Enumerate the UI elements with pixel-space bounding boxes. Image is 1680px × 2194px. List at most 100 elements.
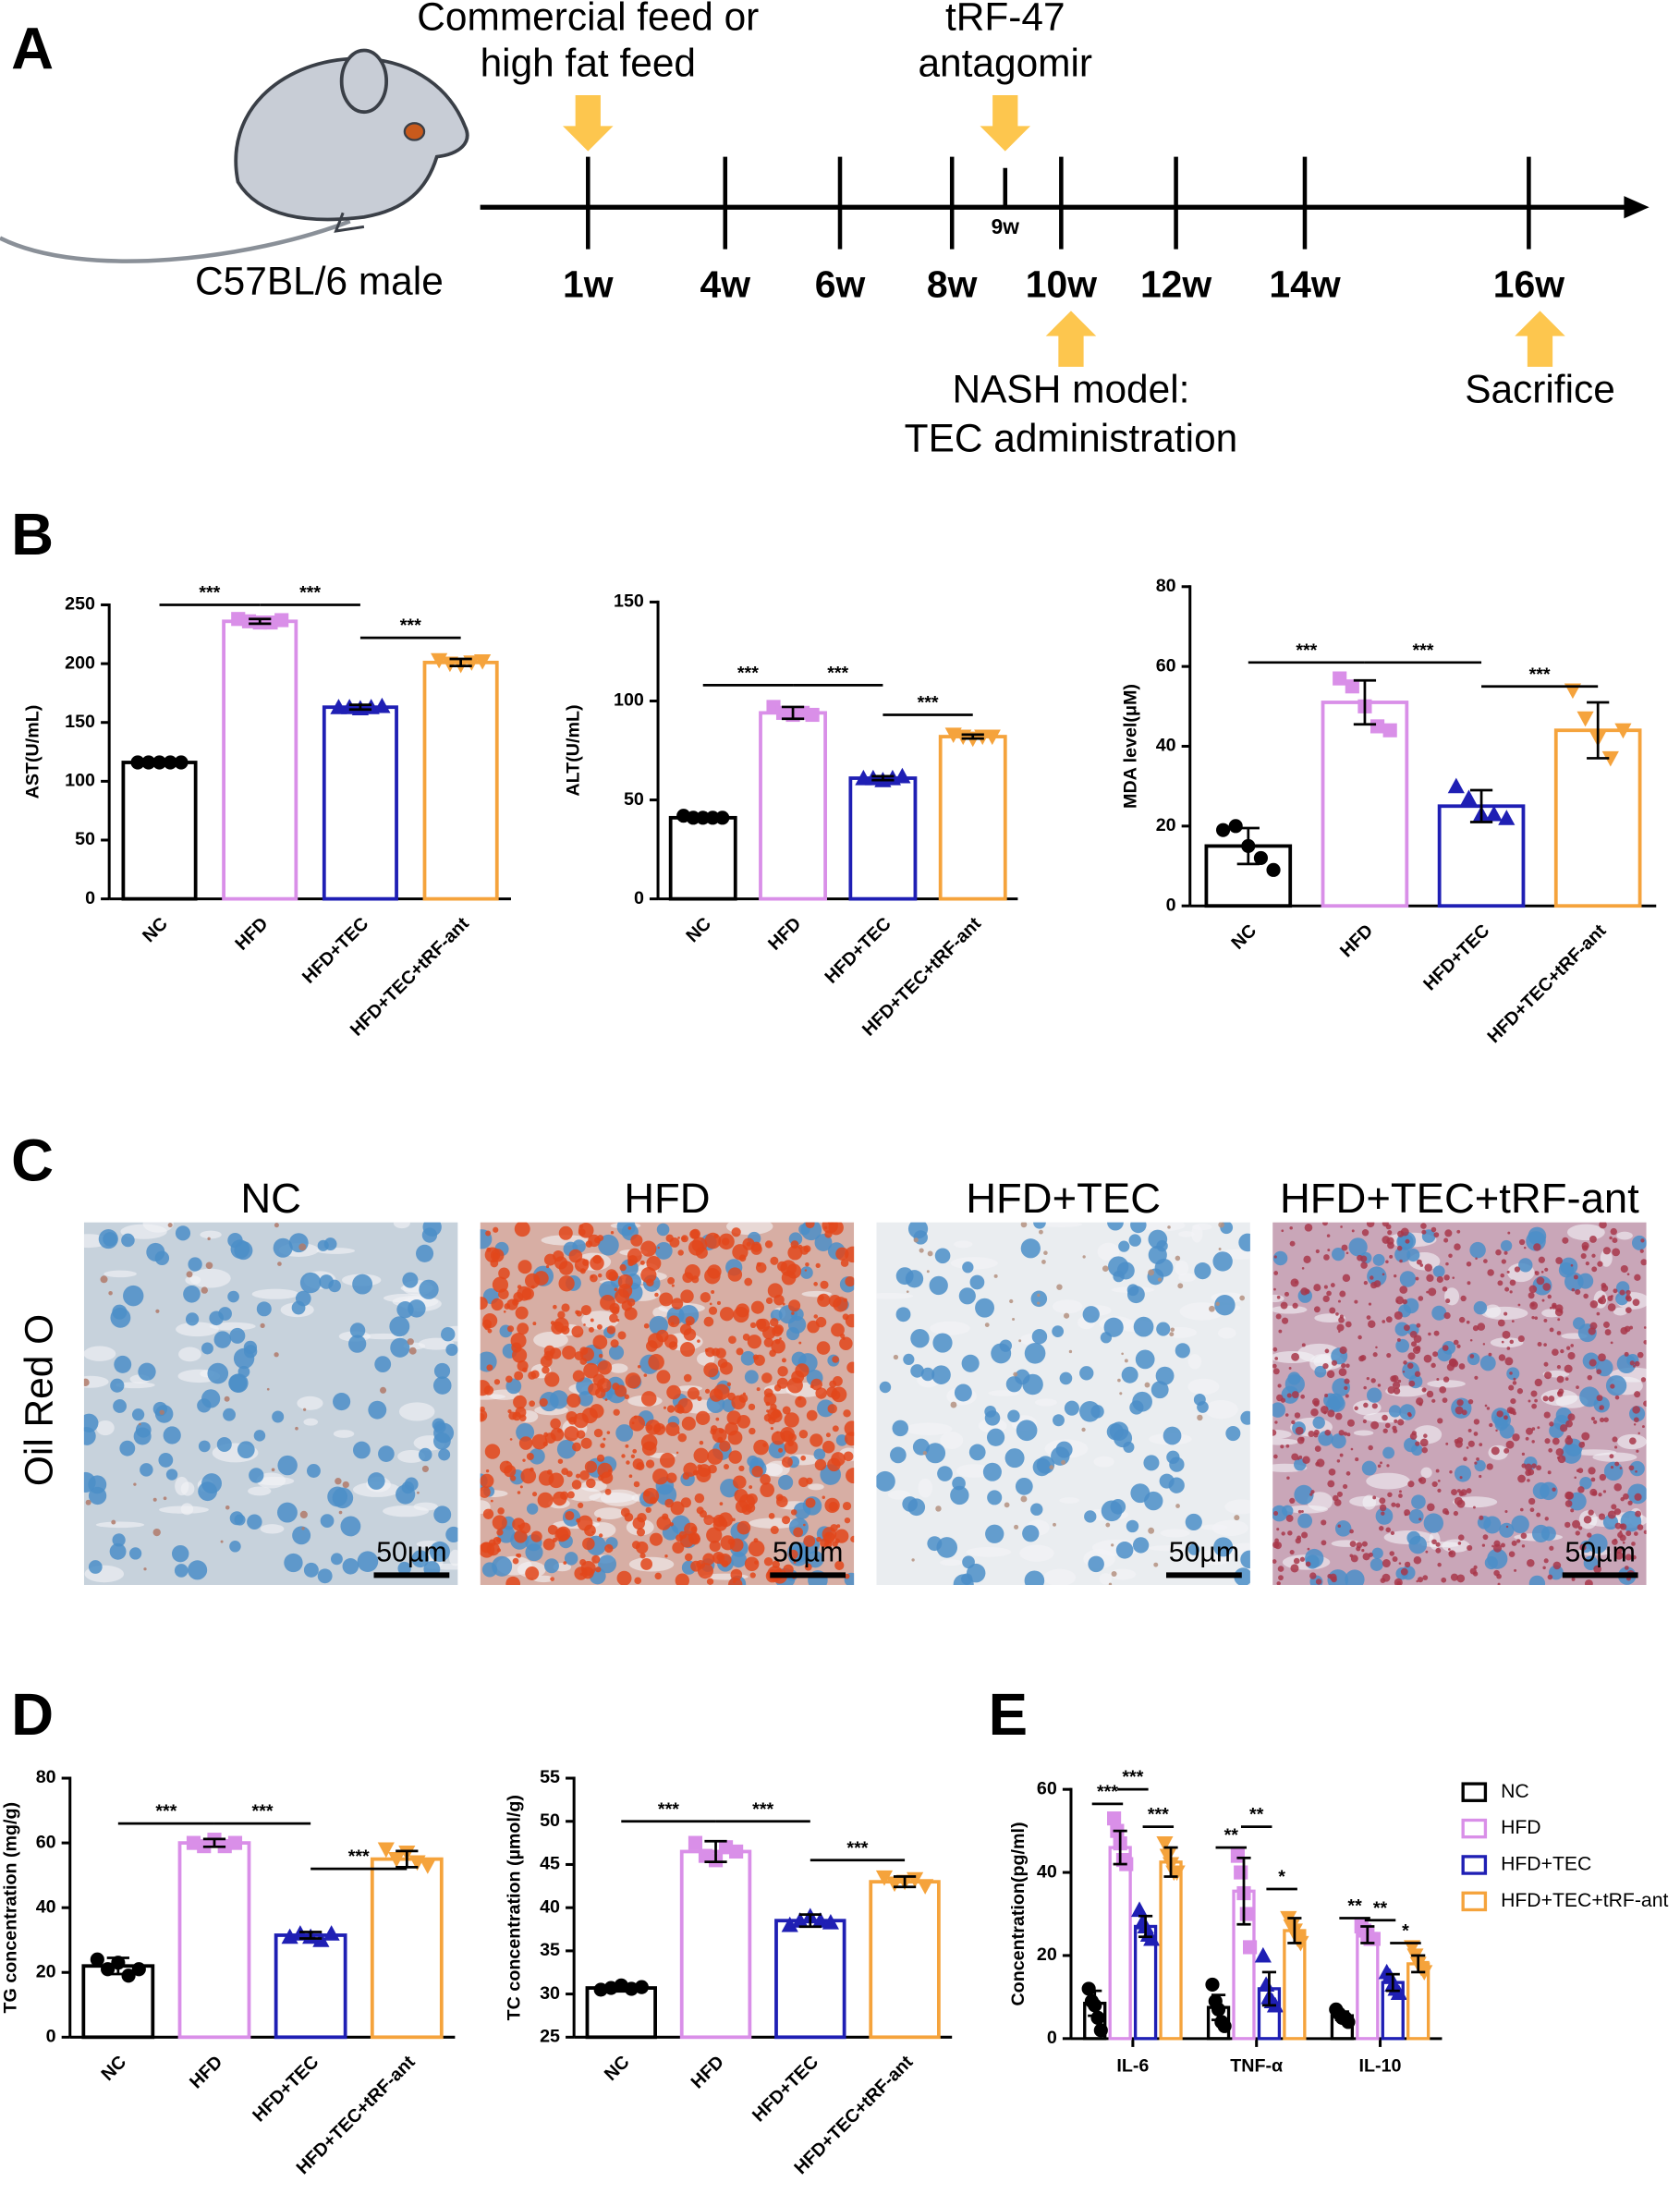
lipid-droplet: [1315, 1249, 1320, 1254]
sinusoid: [1566, 1224, 1605, 1241]
lipid-droplet: [685, 1316, 695, 1326]
lipid-droplet: [786, 1377, 803, 1394]
lipid-droplet: [1548, 1447, 1553, 1453]
lipid-droplet: [689, 1229, 700, 1239]
nucleus: [791, 1351, 807, 1367]
lipid-droplet: [1517, 1474, 1526, 1483]
lipid-droplet: [664, 1554, 668, 1558]
lipid-droplet: [1626, 1273, 1630, 1276]
sinusoid: [1178, 1231, 1195, 1237]
nucleus: [879, 1381, 892, 1394]
lipid-droplet: [558, 1275, 575, 1292]
lipid-droplet: [1398, 1490, 1402, 1493]
error-bar: [1411, 1954, 1426, 1974]
lipid-droplet: [485, 1469, 490, 1473]
bar: [422, 660, 499, 901]
lipid-droplet: [1452, 1276, 1455, 1279]
lipid-droplet: [1531, 1463, 1537, 1469]
nucleus: [968, 1444, 986, 1461]
lipid-droplet: [1105, 1522, 1111, 1528]
sinusoid: [383, 1505, 429, 1518]
lipid-droplet: [1625, 1530, 1632, 1537]
lipid-droplet: [704, 1232, 722, 1249]
lipid-droplet: [1617, 1531, 1624, 1539]
nucleus: [216, 1436, 232, 1452]
nucleus: [201, 1342, 213, 1355]
lipid-droplet: [517, 1322, 530, 1335]
lipid-droplet: [1323, 1410, 1327, 1415]
nucleus: [299, 1272, 322, 1294]
lipid-droplet: [1013, 1371, 1018, 1377]
nucleus: [432, 1376, 452, 1395]
lipid-droplet: [594, 1237, 601, 1244]
lipid-droplet: [1081, 1427, 1086, 1432]
lipid-droplet: [1413, 1335, 1422, 1344]
significance-label: ***: [252, 1801, 274, 1822]
nucleus: [1103, 1317, 1124, 1337]
lipid-droplet: [628, 1474, 633, 1479]
lipid-droplet: [652, 1469, 669, 1485]
lipid-droplet: [619, 1263, 627, 1272]
lipid-droplet: [408, 1347, 417, 1355]
nucleus: [441, 1326, 456, 1342]
lipid-droplet: [1169, 1332, 1175, 1337]
significance-label: ***: [400, 616, 421, 636]
lipid-droplet: [1590, 1477, 1596, 1482]
mouse-ear: [339, 48, 389, 115]
sinusoid: [956, 1464, 992, 1478]
lipid-droplet: [1564, 1521, 1571, 1529]
lipid-droplet: [532, 1322, 537, 1326]
lipid-droplet: [1613, 1445, 1618, 1449]
lipid-droplet: [1428, 1332, 1431, 1336]
sinusoid: [589, 1492, 635, 1504]
lipid-droplet: [1289, 1240, 1296, 1247]
nucleus: [1113, 1429, 1133, 1448]
lipid-droplet: [793, 1560, 797, 1564]
lipid-droplet: [1609, 1236, 1613, 1240]
nucleus: [1540, 1481, 1558, 1501]
lipid-droplet: [783, 1564, 794, 1576]
lipid-droplet: [656, 1370, 671, 1384]
nucleus: [1473, 1300, 1488, 1315]
nucleus: [1372, 1253, 1385, 1266]
lipid-droplet: [1315, 1461, 1321, 1467]
sinusoid: [251, 1288, 299, 1299]
lipid-droplet: [667, 1315, 680, 1328]
lipid-droplet: [1068, 1349, 1073, 1354]
lipid-droplet: [1167, 1225, 1171, 1229]
lipid-droplet: [1609, 1454, 1614, 1459]
nucleus: [529, 1448, 545, 1465]
lipid-droplet: [1406, 1411, 1412, 1417]
error-bar: [1211, 1993, 1226, 2021]
data-point: [885, 1876, 904, 1893]
lipid-droplet: [772, 1325, 783, 1337]
lipid-droplet: [1433, 1330, 1440, 1336]
x-tick-label: NC: [682, 914, 715, 947]
lipid-droplet: [709, 1302, 712, 1306]
lipid-droplet: [681, 1236, 687, 1241]
lipid-droplet: [1337, 1524, 1342, 1528]
nucleus: [1367, 1266, 1387, 1286]
lipid-droplet: [1291, 1391, 1299, 1398]
y-tick-label: 0: [634, 888, 644, 908]
lipid-droplet: [597, 1273, 603, 1278]
significance-label: **: [1224, 1825, 1239, 1846]
y-tick-label: 20: [36, 1961, 56, 1981]
sinusoid: [96, 1420, 115, 1436]
lipid-droplet: [545, 1264, 550, 1269]
nucleus: [197, 1398, 212, 1413]
lipid-droplet: [1612, 1248, 1621, 1257]
lipid-droplet: [683, 1462, 698, 1477]
lipid-droplet: [1597, 1261, 1603, 1267]
lipid-droplet: [1408, 1380, 1416, 1387]
lipid-droplet: [139, 1422, 141, 1426]
lipid-droplet: [747, 1335, 762, 1349]
lipid-droplet: [1634, 1493, 1642, 1501]
data-point: [231, 612, 246, 627]
lipid-droplet: [1355, 1457, 1359, 1462]
y-tick-label: 40: [1037, 1861, 1057, 1882]
lipid-droplet: [626, 1460, 630, 1465]
lipid-droplet: [668, 1341, 678, 1350]
y-tick-label: 100: [65, 771, 95, 791]
lipid-droplet: [480, 1473, 494, 1488]
